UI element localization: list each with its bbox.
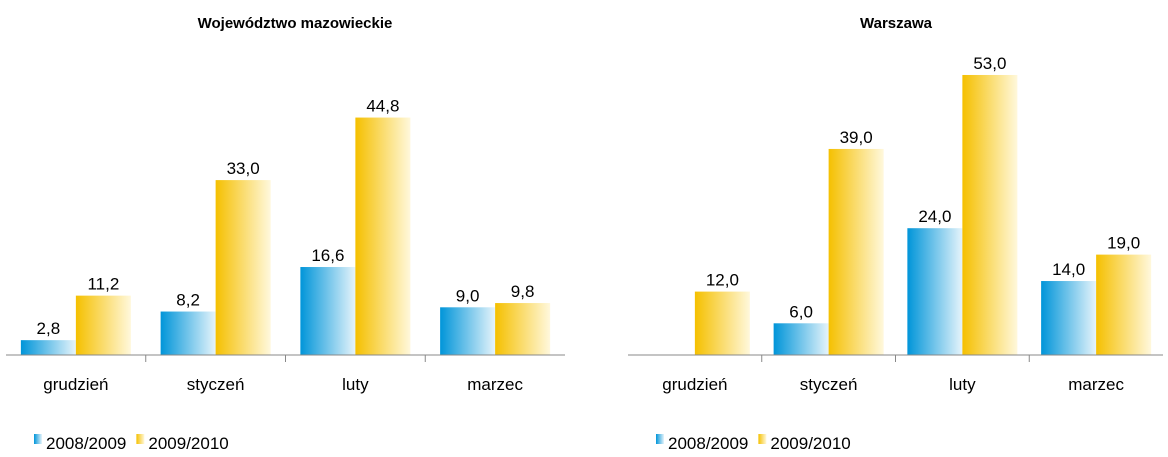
x-tick-label: marzec — [1068, 375, 1124, 394]
data-label: 44,8 — [366, 97, 399, 116]
x-tick-label: styczeń — [187, 375, 245, 394]
bar — [215, 180, 271, 355]
data-label: 39,0 — [840, 128, 873, 147]
legend-swatch — [656, 434, 664, 444]
bar — [75, 295, 131, 355]
legend-swatch — [758, 434, 767, 444]
data-label: 12,0 — [706, 271, 739, 290]
data-label: 53,0 — [973, 54, 1006, 73]
data-label: 11,2 — [87, 275, 119, 294]
legend-label: 2009/2010 — [148, 434, 228, 453]
x-tick-label: grudzień — [662, 375, 727, 394]
bar — [20, 340, 76, 355]
legend-label: 2009/2010 — [770, 434, 850, 453]
legend-label: 2008/2009 — [46, 434, 126, 453]
bar — [160, 311, 216, 355]
data-label: 6,0 — [789, 302, 813, 321]
bar — [1096, 254, 1152, 355]
data-label: 9,8 — [511, 282, 535, 301]
x-tick-label: luty — [342, 375, 369, 394]
bar — [300, 267, 356, 355]
x-tick-label: grudzień — [43, 375, 108, 394]
chart-title: Województwo mazowieckie — [198, 15, 393, 32]
chart-title: Warszawa — [860, 15, 933, 32]
bar — [1041, 281, 1097, 355]
data-label: 8,2 — [176, 291, 200, 310]
data-label: 24,0 — [918, 207, 951, 226]
x-tick-label: marzec — [467, 375, 523, 394]
bar — [694, 291, 750, 355]
legend-label: 2008/2009 — [668, 434, 748, 453]
bar — [907, 228, 963, 355]
legend-swatch — [136, 434, 145, 444]
data-label: 33,0 — [227, 159, 260, 178]
bar — [355, 117, 411, 355]
bar — [440, 307, 496, 355]
x-tick-label: styczeń — [800, 375, 858, 394]
bar — [495, 303, 551, 355]
x-tick-label: luty — [949, 375, 976, 394]
data-label: 19,0 — [1107, 234, 1140, 253]
data-label: 9,0 — [456, 286, 480, 305]
legend-swatch — [34, 434, 42, 444]
bar — [828, 148, 884, 355]
data-label: 14,0 — [1052, 260, 1085, 279]
bar — [773, 323, 829, 355]
data-label: 16,6 — [311, 246, 344, 265]
data-label: 2,8 — [37, 319, 61, 338]
bar — [962, 74, 1018, 355]
